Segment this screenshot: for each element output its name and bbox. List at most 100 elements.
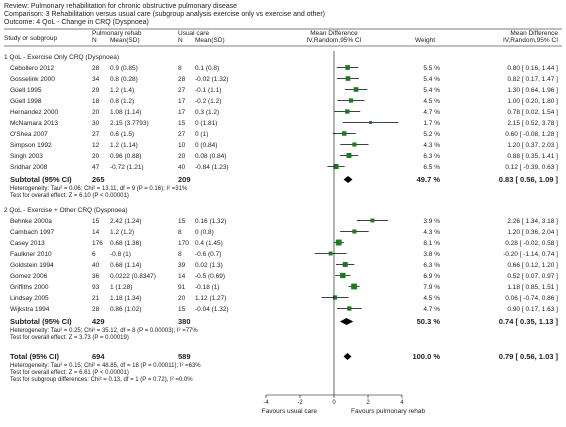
study-name: Gomez 2006 [10,273,48,280]
subtotal-diamond [339,318,354,325]
study-uc-meansd: 0.08 (0.84) [195,153,226,160]
study-name: Behnke 2000a [10,218,52,225]
study-uc-meansd: 0 (0.84) [195,142,217,149]
study-pr-n: 47 [92,164,100,171]
study-uc-n: 17 [178,98,186,105]
subtotal-label: Subtotal (95% CI) [10,317,72,326]
study-uc-meansd: -0.84 (1.23) [195,164,229,171]
total-uc-n: 589 [178,352,191,361]
subtotal-ci-text: 0.83 [ 0.56, 1.09 ] [499,175,559,184]
study-uc-meansd: 0.16 (1.32) [195,218,226,225]
study-uc-meansd: 0.1 (0.8) [195,65,219,72]
study-effect-square [352,142,357,147]
study-uc-n: 15 [178,120,186,127]
study-ci-text: 1.20 [ 0.37, 2.03 ] [507,142,558,149]
study-uc-n: 14 [178,273,186,280]
study-ci-text: 1.20 [ 0.36, 2.04 ] [507,229,558,236]
study-name: Hernandez 2000 [10,109,58,116]
study-effect-square [332,295,338,300]
study-name: Faulkner 2010 [10,251,52,258]
study-effect-square [353,87,359,92]
study-ci-text: 0.06 [ -0.74, 0.86 ] [505,295,558,302]
study-ci-text: 1.00 [ 0.20, 1.80 ] [507,98,558,105]
study-uc-n: 15 [178,218,186,225]
col-md-right-header: Mean Difference [510,30,558,37]
study-uc-meansd: 0.3 (1.2) [195,109,219,116]
total-diamond [343,353,352,360]
study-name: Cambach 1997 [10,229,54,236]
x-axis-tick-label: -2 [297,400,303,406]
study-name: Sridhar 2008 [10,164,48,171]
col-md-method-header: IV,Random,95% CI [306,37,361,44]
forest-rows: 1 QoL - Exercise Only CRQ (Dyspnoea) Cebo… [4,51,558,415]
study-pr-meansd: 2.42 (1.24) [110,218,141,225]
study-ci-text: 1.18 [ 0.85, 1.51 ] [507,284,558,291]
study-pr-meansd: 0.8 (1.2) [110,98,134,105]
subtotal-uc-n: 380 [178,317,191,326]
col-pr-n-header: N [92,37,97,44]
study-ci-text: 0.52 [ 0.07, 0.97 ] [507,273,558,280]
study-name: McNamara 2013 [10,120,58,127]
study-effect-square [347,306,352,311]
study-pr-meansd: 0.96 (0.88) [110,153,141,160]
study-weight: 6.3 % [423,262,440,269]
outcome-title: Outcome: 4 QoL - Change in CRQ (Dyspnoea… [4,19,149,26]
subtotal-weight: 50.3 % [417,317,441,326]
study-pr-n: 40 [92,262,100,269]
study-pr-n: 28 [92,306,100,313]
study-pr-meansd: 1 (1.28) [110,284,132,291]
study-name: Simpson 1992 [10,142,52,149]
study-pr-meansd: -0.8 (1) [110,251,131,258]
study-uc-meansd: 0 (1) [195,131,208,138]
study-effect-square [351,283,357,290]
study-weight: 6.9 % [423,273,440,280]
study-uc-n: 40 [178,164,186,171]
study-uc-n: 15 [178,306,186,313]
study-name: Cebollero 2012 [10,65,54,72]
study-uc-meansd: 0.02 (1.3) [195,262,223,269]
study-ci-text: 0.60 [ -0.08, 1.28 ] [505,131,558,138]
study-name: Güell 1998 [10,98,42,105]
subgroup-title: 2 QoL - Exercise + Other CRQ (Dyspnoea) [4,207,127,214]
study-pr-n: 93 [92,284,100,291]
study-pr-n: 14 [92,229,100,236]
total-overall-test: Test for overall effect: Z = 6.61 (P < 0… [10,370,129,376]
study-pr-meansd: 1.18 (1.34) [110,295,141,302]
study-pr-n: 34 [92,76,100,83]
subgroup-heterogeneity: Heterogeneity: Tau² = 0.06; Chi² = 13.11… [10,186,188,192]
study-pr-meansd: 0.0222 (0.8347) [110,273,156,280]
x-axis-right-label: Favours pulmonary rehab [351,408,425,415]
study-weight: 4.3 % [423,229,440,236]
study-uc-n: 91 [178,284,186,291]
study-uc-n: 8 [178,65,182,72]
study-name: Goldstein 1994 [10,262,54,269]
study-effect-square [328,251,333,256]
study-weight: 6.3 % [423,153,440,160]
study-uc-meansd: -0.6 (0.7) [195,251,221,258]
col-pr-group-header: Pulmonary rehab [92,30,142,37]
subgroup-differences-test: Test for subgroup differences: Chi² = 0.… [10,377,193,383]
study-pr-meansd: 2.15 (3.7793) [110,120,149,127]
study-pr-meansd: 0.86 (1.02) [110,306,141,313]
study-weight: 5.4 % [423,87,440,94]
study-ci-text: 2.15 [ 0.52, 3.78 ] [507,120,558,127]
study-ci-text: 0.28 [ -0.02, 0.58 ] [505,240,558,247]
study-name: O'Shea 2007 [10,131,48,138]
study-uc-n: 28 [178,76,186,83]
study-uc-meansd: -0.04 (1.32) [195,306,229,313]
col-weight-header: Weight [415,37,435,44]
study-uc-meansd: -0.02 (1.32) [195,76,229,83]
study-weight: 4.7 % [423,306,440,313]
study-weight: 3.9 % [423,218,440,225]
study-weight: 3.8 % [423,251,440,258]
study-uc-meansd: -0.5 (0.69) [195,273,225,280]
study-pr-n: 176 [92,240,103,247]
x-axis-tick-label: 0 [332,400,336,406]
study-effect-square [340,272,346,279]
study-effect-square [335,239,342,246]
col-uc-meansd-header: Mean(SD) [195,37,225,44]
study-effect-square [352,229,357,234]
study-uc-meansd: -0.1 (1.1) [195,87,221,94]
study-ci-text: -0.20 [ -1.14, 0.74 ] [503,251,558,258]
